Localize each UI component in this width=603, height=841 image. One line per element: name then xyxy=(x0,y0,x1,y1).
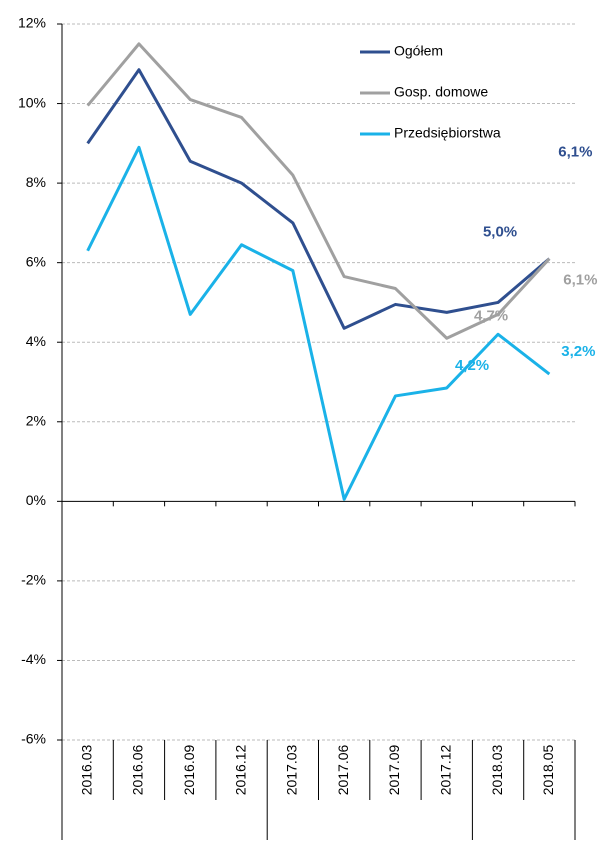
data-label: 4,7% xyxy=(474,307,508,324)
x-tick-label: 2017.09 xyxy=(386,744,402,795)
data-label: 4,2% xyxy=(455,357,489,374)
legend-label: Przedsiębiorstwa xyxy=(394,125,501,141)
x-tick-label: 2018.03 xyxy=(489,744,505,795)
y-tick-label: 8% xyxy=(26,174,46,190)
y-tick-label: -2% xyxy=(21,572,46,588)
x-tick-label: 2016.09 xyxy=(181,744,197,795)
data-label: 3,2% xyxy=(561,343,595,360)
x-tick-label: 2018.05 xyxy=(540,744,556,795)
line-series xyxy=(86,68,551,330)
legend-label: Ogółem xyxy=(394,43,443,59)
line-series xyxy=(86,145,551,501)
y-tick-label: 2% xyxy=(26,412,46,428)
x-tick-label: 2017.06 xyxy=(335,744,351,795)
y-tick-label: 12% xyxy=(18,15,46,31)
legend-label: Gosp. domowe xyxy=(394,84,488,100)
x-tick-label: 2016.03 xyxy=(78,744,94,795)
x-tick-label: 2016.06 xyxy=(130,744,146,795)
y-tick-label: 0% xyxy=(26,492,46,508)
y-tick-label: 10% xyxy=(18,94,46,110)
y-tick-label: 6% xyxy=(26,253,46,269)
data-label: 6,1% xyxy=(563,272,597,289)
y-tick-label: -6% xyxy=(21,731,46,747)
x-tick-label: 2017.03 xyxy=(284,744,300,795)
x-tick-label: 2016.12 xyxy=(232,744,248,795)
line-series xyxy=(86,42,551,340)
x-tick-label: 2017.12 xyxy=(437,744,453,795)
data-label: 6,1% xyxy=(558,144,592,161)
y-tick-label: 4% xyxy=(26,333,46,349)
data-label: 5,0% xyxy=(483,223,517,240)
y-tick-label: -4% xyxy=(21,651,46,667)
